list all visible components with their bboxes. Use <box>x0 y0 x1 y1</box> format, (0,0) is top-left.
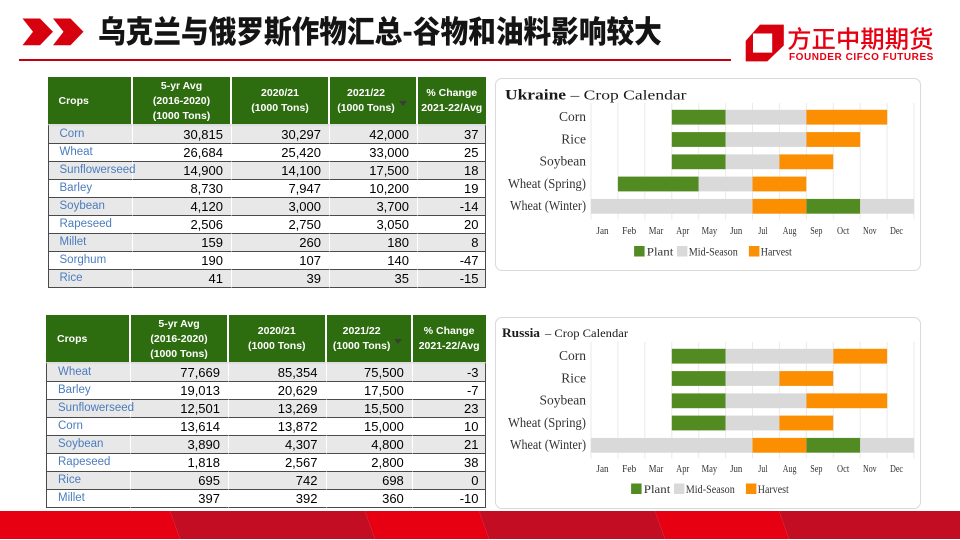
svg-text:Wheat (Winter): Wheat (Winter) <box>510 198 586 213</box>
svg-text:Aug: Aug <box>783 225 797 237</box>
svg-text:– Crop Calendar: – Crop Calendar <box>544 326 628 340</box>
svg-text:Ukraine: Ukraine <box>505 88 566 104</box>
svg-text:Wheat (Winter): Wheat (Winter) <box>510 437 586 452</box>
svg-text:Jan: Jan <box>596 225 609 237</box>
svg-text:Nov: Nov <box>863 225 877 237</box>
svg-text:Sep: Sep <box>810 463 823 475</box>
svg-text:Nov: Nov <box>863 463 877 475</box>
svg-text:Corn: Corn <box>559 109 586 124</box>
svg-text:Corn: Corn <box>559 348 586 363</box>
svg-text:Rice: Rice <box>561 370 586 385</box>
svg-text:Wheat (Spring): Wheat (Spring) <box>508 176 586 191</box>
svg-text:Rice: Rice <box>561 131 586 146</box>
svg-text:Mar: Mar <box>649 225 664 237</box>
svg-text:Plant: Plant <box>644 484 671 496</box>
svg-text:Wheat (Spring): Wheat (Spring) <box>508 414 586 429</box>
svg-text:Jun: Jun <box>730 463 743 475</box>
svg-text:Dec: Dec <box>890 463 903 475</box>
svg-text:Russia: Russia <box>502 326 541 340</box>
svg-text:Oct: Oct <box>837 225 849 237</box>
svg-text:Mar: Mar <box>649 463 664 475</box>
svg-text:Aug: Aug <box>783 463 797 475</box>
svg-text:Feb: Feb <box>622 225 637 237</box>
svg-text:Jul: Jul <box>758 463 767 475</box>
svg-text:– Crop Calendar: – Crop Calendar <box>569 89 687 104</box>
svg-text:May: May <box>702 225 718 237</box>
svg-text:Jan: Jan <box>596 463 609 475</box>
svg-text:Oct: Oct <box>837 463 849 475</box>
svg-text:Sep: Sep <box>810 225 823 237</box>
svg-text:Jul: Jul <box>758 225 767 237</box>
svg-text:Apr: Apr <box>676 463 689 475</box>
svg-text:May: May <box>702 463 718 475</box>
svg-text:Soybean: Soybean <box>540 392 587 407</box>
svg-text:Harvest: Harvest <box>758 484 790 496</box>
svg-text:Jun: Jun <box>730 225 743 237</box>
svg-text:Plant: Plant <box>647 247 674 259</box>
svg-text:Feb: Feb <box>622 463 637 475</box>
svg-text:Soybean: Soybean <box>540 154 587 169</box>
svg-text:Dec: Dec <box>890 225 903 237</box>
svg-text:Harvest: Harvest <box>761 247 793 259</box>
svg-text:Apr: Apr <box>676 225 689 237</box>
svg-text:Mid-Season: Mid-Season <box>686 484 735 496</box>
svg-text:Mid-Season: Mid-Season <box>689 247 738 259</box>
